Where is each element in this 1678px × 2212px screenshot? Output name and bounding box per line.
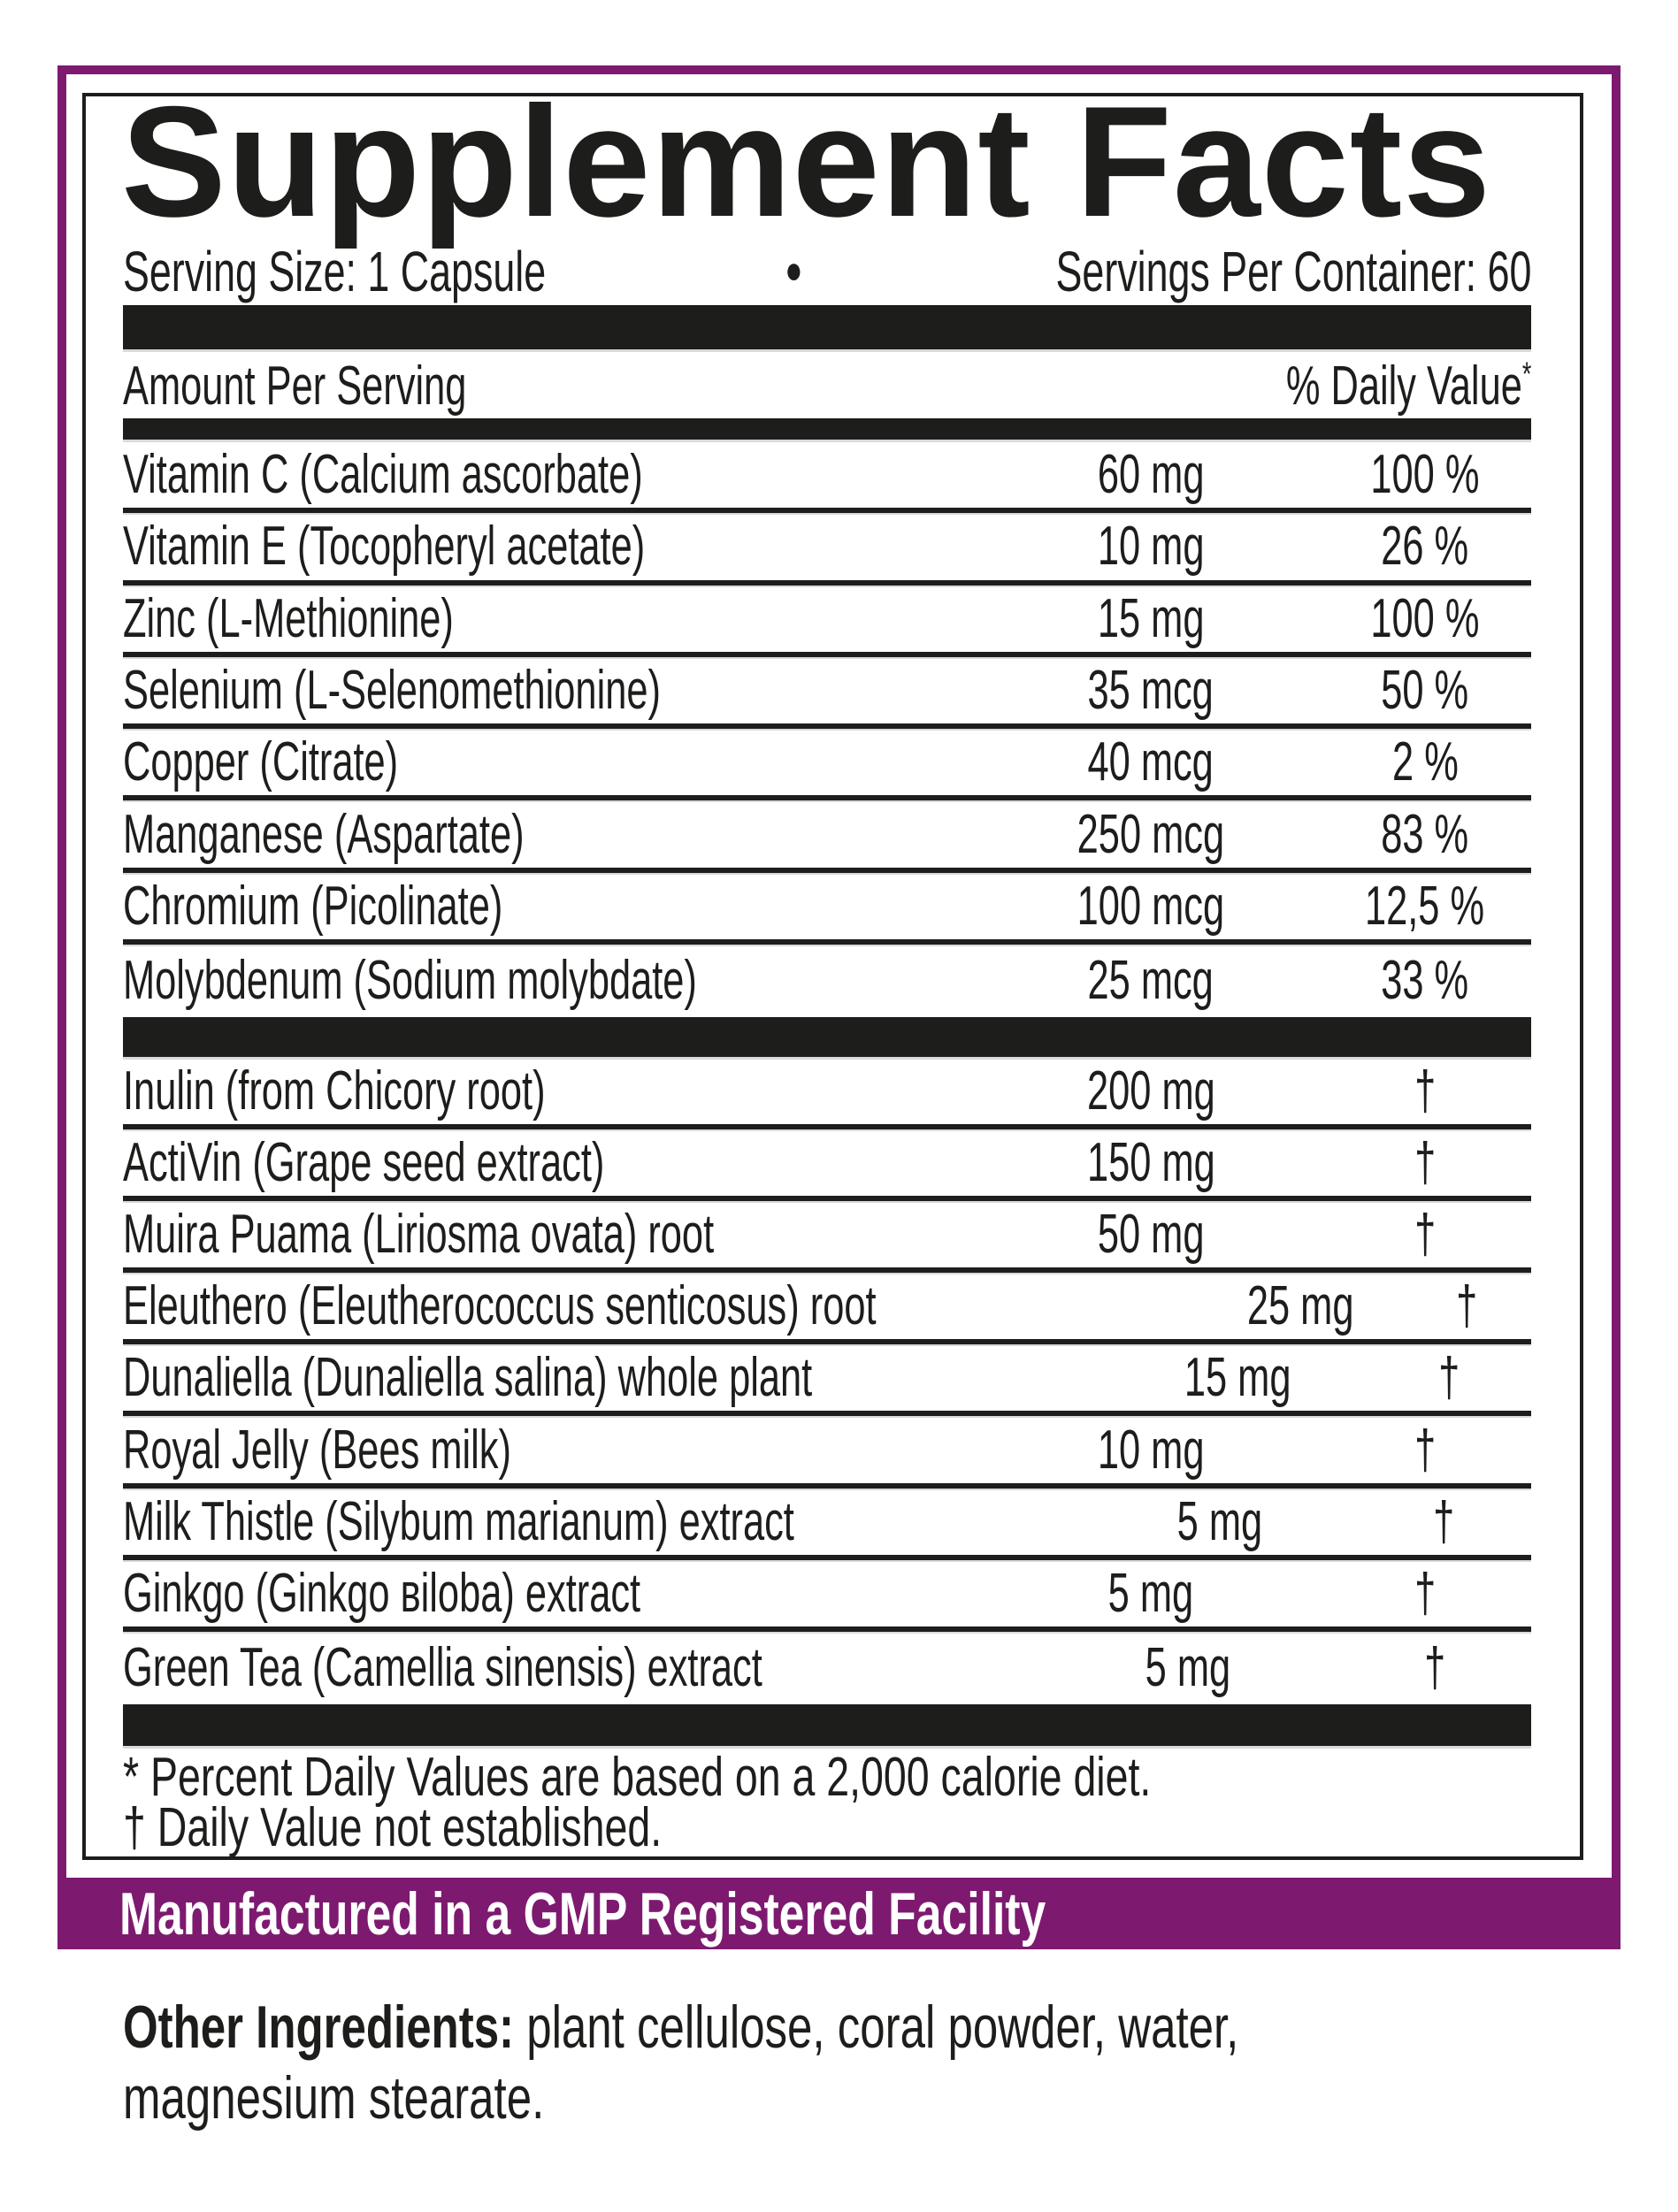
table-row: Ginkgo (Ginkgo вiloba) extract 5 mg † [123,1560,1531,1632]
ingredient-amount: 250 mcg [1077,803,1225,865]
ingredient-daily-value: 33 % [1381,950,1469,1012]
ingredient-amount: 200 mg [1086,1060,1215,1122]
label-outer-frame [57,65,1621,1878]
ingredient-amount: 15 mg [1184,1347,1291,1409]
ingredient-daily-value: † [1438,1347,1460,1409]
serving-info-row: Serving Size: 1 Capsule ● Servings Per C… [123,238,1531,305]
ingredient-amount: 5 mg [1176,1490,1262,1552]
table-row: Vitamin E (Tocopheryl acetate) 10 mg 26 % [123,513,1531,586]
other-ingredients-text: plant cellulose, coral powder, water, [514,1994,1239,2061]
supplement-facts-panel: Supplement Facts Serving Size: 1 Capsule… [82,83,1583,1860]
column-header-daily-value: % Daily Value* [1286,355,1531,417]
ingredient-name: Royal Jelly (Bees milk) [123,1419,511,1481]
table-row: Copper (Citrate) 40 mcg 2 % [123,729,1531,801]
ingredient-name: Selenium (L-Selenomethionine) [123,660,661,722]
ingredient-amount: 35 mcg [1087,660,1214,722]
separator-dot: ● [785,249,803,293]
ingredient-name: Milk Thistle (Silybum marianum) extract [123,1490,794,1552]
ingredient-name: Dunaliella (Dunaliella salina) whole pla… [123,1347,813,1409]
ingredient-amount: 10 mg [1097,516,1205,578]
ingredient-name: Eleuthero (Eleutherococcus senticosus) r… [123,1275,877,1337]
gmp-banner-text: Manufactured in a GMP Registered Facilit… [119,1879,1046,1948]
ingredient-daily-value: 2 % [1391,731,1459,793]
ingredient-name: Chromium (Picolinate) [123,875,503,937]
table-row: Dunaliella (Dunaliella salina) whole pla… [123,1344,1531,1417]
separator-bar-bottom [123,1704,1531,1746]
column-header-amount: Amount Per Serving [123,355,467,417]
ingredient-daily-value: † [1414,1419,1437,1481]
panel-title: Supplement Facts [121,73,1492,249]
other-ingredients-line2: magnesium stearate. [123,2064,545,2132]
ingredient-daily-value: 100 % [1370,587,1480,649]
ingredient-amount: 5 mg [1145,1636,1231,1698]
ingredient-amount: 150 mg [1086,1132,1215,1194]
table-row: Vitamin C (Calcium ascorbate) 60 mg 100 % [123,441,1531,514]
gmp-banner: Manufactured in a GMP Registered Facilit… [57,1878,1621,1949]
daily-value-text: % Daily Value [1285,355,1522,417]
servings-per-container-label: Servings Per Container: 60 [1055,240,1531,303]
table-header-row: Amount Per Serving % Daily Value* [123,355,1531,417]
asterisk-mark: * [1521,354,1531,393]
ingredient-daily-value: † [1456,1275,1478,1337]
table-row: Muira Puama (Liriosma ovata) root 50 mg † [123,1201,1531,1274]
ingredient-daily-value: † [1414,1204,1437,1266]
ingredient-name: Inulin (from Chicory root) [123,1060,546,1122]
table-row: Milk Thistle (Silybum marianum) extract 5… [123,1489,1531,1560]
ingredient-amount: 25 mg [1247,1275,1354,1337]
other-ingredients-line1: Other Ingredients: plant cellulose, cora… [123,1992,1238,2063]
ingredient-amount: 10 mg [1097,1419,1205,1481]
ingredient-amount: 100 mcg [1077,875,1225,937]
table-row: Molybdenum (Sodium molybdate) 25 mcg 33 % [123,945,1531,1016]
ingredient-name: Manganese (Aspartate) [123,803,525,865]
ingredient-daily-value: † [1433,1490,1455,1552]
separator-bar-top [123,305,1531,349]
ingredient-name: Zinc (L-Methionine) [123,587,454,649]
ingredient-name: Molybdenum (Sodium molybdate) [123,950,697,1012]
ingredient-daily-value: 26 % [1381,516,1469,578]
table-row: Eleuthero (Eleutherococcus senticosus) r… [123,1273,1531,1345]
ingredient-daily-value: 100 % [1370,444,1480,506]
botanicals-table: Inulin (from Chicory root) 200 mg † ActiVin… [123,1058,1531,1703]
footnote-daily-values: * Percent Daily Values are based on a 2,… [123,1747,1152,1808]
ingredient-name: Vitamin C (Calcium ascorbate) [123,444,643,506]
ingredient-amount: 25 mcg [1087,950,1214,1012]
ingredient-name: ActiVin (Grape seed extract) [123,1132,605,1194]
table-row: Green Tea (Camellia sinensis) extract 5 m… [123,1632,1531,1703]
separator-bar-header [123,418,1531,440]
table-row: Selenium (L-Selenomethionine) 35 mcg 50 % [123,657,1531,730]
table-row: Inulin (from Chicory root) 200 mg † [123,1058,1531,1130]
ingredient-name: Vitamin E (Tocopheryl acetate) [123,516,646,578]
other-ingredients: Other Ingredients: plant cellulose, cora… [123,1992,1611,2133]
other-ingredients-label: Other Ingredients: [123,1994,515,2061]
ingredient-name: Copper (Citrate) [123,731,399,793]
ingredient-daily-value: 12,5 % [1365,875,1485,937]
table-row: Zinc (L-Methionine) 15 mg 100 % [123,586,1531,657]
ingredient-amount: 15 mg [1097,587,1205,649]
ingredient-amount: 5 mg [1107,1562,1194,1624]
table-row: Royal Jelly (Bees milk) 10 mg † [123,1416,1531,1489]
ingredient-daily-value: 50 % [1381,660,1469,722]
ingredient-amount: 40 mcg [1087,731,1214,793]
ingredient-amount: 50 mg [1097,1204,1205,1266]
separator-bar-middle [123,1017,1531,1057]
table-row: Manganese (Aspartate) 250 mcg 83 % [123,800,1531,873]
serving-size-label: Serving Size: 1 Capsule [123,240,547,303]
table-row: ActiVin (Grape seed extract) 150 mg † [123,1129,1531,1202]
ingredient-amount: 60 mg [1097,444,1205,506]
footnotes: * Percent Daily Values are based on a 2,… [123,1747,1531,1858]
footnote-dagger: † Daily Value not established. [123,1797,663,1858]
ingredient-name: Green Tea (Camellia sinensis) extract [123,1636,762,1698]
ingredient-daily-value: † [1414,1562,1437,1624]
ingredient-daily-value: † [1424,1636,1446,1698]
ingredient-name: Muira Puama (Liriosma ovata) root [123,1204,715,1266]
minerals-table: Vitamin C (Calcium ascorbate) 60 mg 100 % V… [123,441,1531,1016]
ingredient-daily-value: † [1414,1060,1437,1122]
table-row: Chromium (Picolinate) 100 mcg 12,5 % [123,873,1531,945]
ingredient-daily-value: 83 % [1381,803,1469,865]
ingredient-daily-value: † [1414,1132,1437,1194]
ingredient-name: Ginkgo (Ginkgo вiloba) extract [123,1562,641,1624]
